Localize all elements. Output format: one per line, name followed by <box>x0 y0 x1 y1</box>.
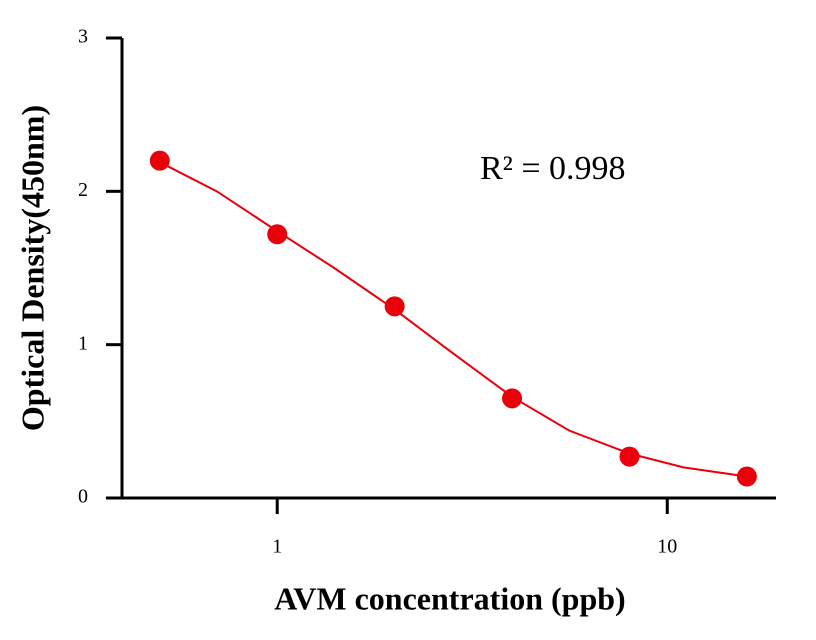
fit-line <box>159 161 748 478</box>
annotation: R² = 0.998 <box>480 150 626 187</box>
x-tick-label: 10 <box>657 536 677 558</box>
data-point <box>619 446 640 467</box>
data-point <box>736 466 757 487</box>
data-point <box>267 224 288 245</box>
y-axis-title: Optical Density(450nm) <box>14 105 50 431</box>
y-tick-label: 3 <box>78 26 88 48</box>
x-axis-title: AVM concentration (ppb) <box>274 580 625 616</box>
data-point <box>502 388 523 409</box>
x-tick-label: 1 <box>272 536 282 558</box>
data-point <box>149 150 170 171</box>
y-tick-label: 1 <box>78 332 88 354</box>
y-tick-label: 0 <box>78 486 88 508</box>
data-point <box>384 296 405 317</box>
y-tick-label: 2 <box>78 179 88 201</box>
